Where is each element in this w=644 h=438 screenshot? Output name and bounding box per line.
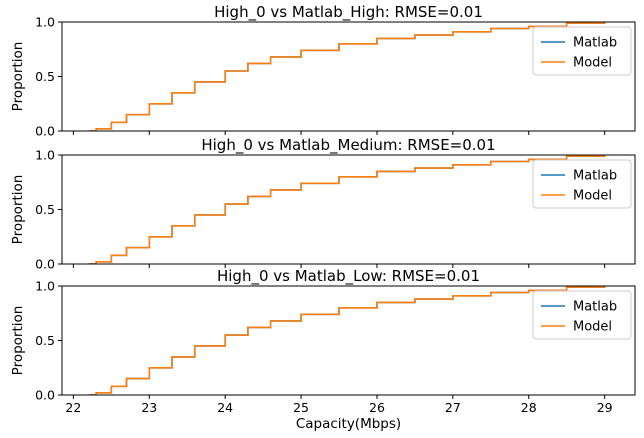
x-tick-label: 23 — [141, 400, 157, 415]
y-tick-label: 1.0 — [35, 148, 55, 163]
subplot-1: High_0 vs Matlab_High: RMSE=0.01 Proporti… — [10, 3, 636, 139]
y-tick-label: 1.0 — [35, 15, 55, 30]
subplot-3: High_0 vs Matlab_Low: RMSE=0.01 Proportio… — [10, 267, 636, 415]
x-tick-label: 29 — [597, 400, 613, 415]
y-tick-label: 0.5 — [35, 202, 55, 217]
x-tick-label: 26 — [369, 400, 385, 415]
x-tick-label: 22 — [65, 400, 81, 415]
axes-frame — [61, 21, 636, 132]
x-axis-label: Capacity(Mbps) — [296, 416, 401, 432]
y-tick-label: 0.0 — [35, 388, 55, 403]
legend-label-matlab: Matlab — [573, 36, 617, 51]
legend-box — [532, 26, 632, 76]
y-axis-label: Proportion — [10, 306, 26, 376]
subplot-title: High_0 vs Matlab_Low: RMSE=0.01 — [217, 267, 480, 286]
legend-box — [532, 159, 632, 209]
y-axis-label: Proportion — [10, 42, 26, 112]
legend-box — [532, 290, 632, 340]
series-line-matlab — [88, 155, 606, 264]
y-tick-label: 0.0 — [35, 124, 55, 139]
legend: Matlab Model — [532, 290, 632, 340]
y-tick-label: 0.0 — [35, 257, 55, 272]
subplot-title: High_0 vs Matlab_Medium: RMSE=0.01 — [201, 136, 495, 155]
series-line-model — [88, 286, 606, 395]
y-tick-label: 1.0 — [35, 279, 55, 294]
legend-label-matlab: Matlab — [573, 300, 617, 315]
x-tick-label: 28 — [521, 400, 537, 415]
series-line-matlab — [88, 22, 606, 131]
x-tick-label: 25 — [293, 400, 309, 415]
series-line-model — [88, 22, 606, 131]
axes-frame — [61, 285, 636, 396]
subplot-2: High_0 vs Matlab_Medium: RMSE=0.01 Propor… — [10, 136, 636, 272]
legend: Matlab Model — [532, 26, 632, 76]
y-tick-label: 0.5 — [35, 333, 55, 348]
series-line-model — [88, 155, 606, 264]
series-line-matlab — [88, 286, 606, 395]
axes-frame — [61, 154, 636, 265]
legend-label-matlab: Matlab — [573, 169, 617, 184]
x-tick-label: 27 — [445, 400, 461, 415]
y-axis-label: Proportion — [10, 175, 26, 245]
x-tick-label: 24 — [217, 400, 233, 415]
legend: Matlab Model — [532, 159, 632, 209]
legend-label-model: Model — [573, 189, 612, 204]
subplot-title: High_0 vs Matlab_High: RMSE=0.01 — [214, 3, 483, 22]
y-tick-label: 0.5 — [35, 69, 55, 84]
legend-label-model: Model — [573, 320, 612, 335]
legend-label-model: Model — [573, 56, 612, 71]
